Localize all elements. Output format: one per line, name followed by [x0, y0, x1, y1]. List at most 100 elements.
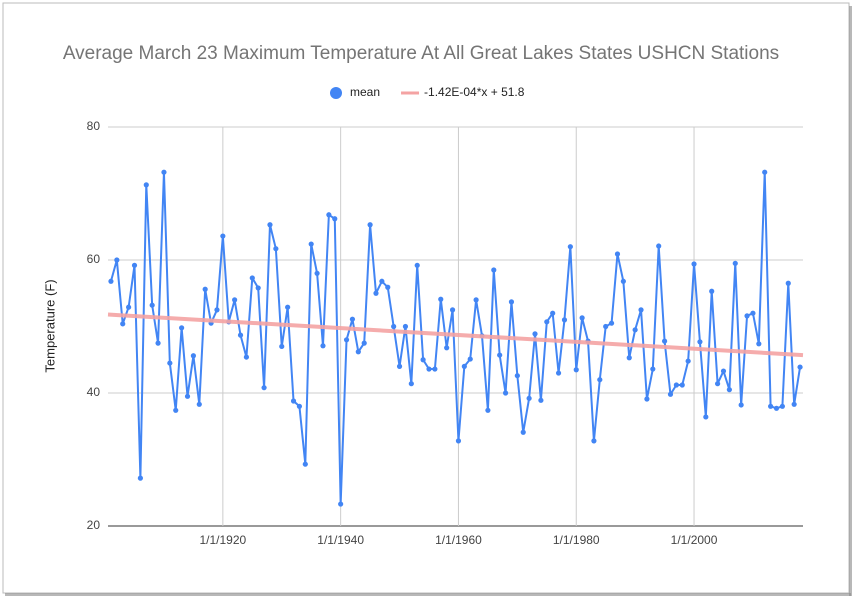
data-point — [726, 387, 732, 393]
data-point — [608, 320, 615, 326]
data-point — [650, 366, 656, 372]
data-point — [385, 284, 391, 290]
data-point — [785, 280, 791, 286]
data-point — [249, 275, 255, 281]
data-point — [438, 296, 444, 302]
legend-swatch — [330, 87, 342, 99]
data-point — [720, 368, 727, 374]
data-point — [320, 343, 326, 349]
data-point — [620, 278, 626, 284]
data-point — [756, 341, 762, 347]
y-tick-label: 20 — [87, 518, 101, 532]
data-point — [779, 403, 785, 409]
data-point — [768, 403, 774, 409]
data-point — [679, 382, 685, 388]
data-point — [773, 405, 780, 411]
data-point — [567, 244, 573, 250]
data-point — [597, 377, 603, 383]
x-tick-label: 1/1/1980 — [553, 533, 600, 547]
data-point — [302, 461, 308, 467]
data-point — [638, 307, 644, 313]
data-point — [267, 222, 273, 228]
data-point — [143, 182, 149, 188]
data-point — [632, 327, 638, 333]
data-point — [120, 321, 126, 327]
data-point — [408, 381, 414, 387]
data-point — [550, 310, 556, 316]
data-point — [261, 385, 267, 391]
data-point — [703, 414, 709, 420]
data-point — [526, 395, 532, 401]
data-point — [473, 297, 479, 303]
data-point — [791, 401, 797, 407]
data-point — [532, 331, 538, 337]
data-point — [114, 257, 120, 263]
card-shadow — [5, 593, 851, 596]
y-tick-label: 60 — [87, 252, 101, 266]
card-shadow — [849, 6, 852, 596]
data-point — [173, 407, 179, 413]
data-point — [255, 285, 261, 291]
y-tick-label: 80 — [87, 119, 101, 133]
data-point — [243, 354, 250, 360]
data-point — [155, 340, 161, 346]
data-point — [732, 260, 738, 266]
y-tick-label: 40 — [87, 385, 101, 399]
data-point — [697, 339, 703, 345]
chart-title: Average March 23 Maximum Temperature At … — [63, 43, 779, 64]
data-point — [432, 366, 438, 372]
data-point — [214, 307, 220, 313]
y-axis-label: Temperature (F) — [42, 279, 57, 372]
x-tick-label: 1/1/1960 — [435, 533, 482, 547]
x-tick-label: 1/1/2000 — [671, 533, 718, 547]
data-point — [279, 343, 285, 350]
data-point — [137, 475, 143, 481]
data-point — [449, 307, 456, 313]
data-point — [661, 338, 668, 344]
data-point — [190, 353, 197, 359]
data-point — [738, 402, 744, 408]
data-point — [685, 358, 691, 364]
data-point — [273, 246, 279, 252]
data-point — [603, 323, 609, 330]
data-point — [714, 381, 721, 387]
data-point — [367, 222, 373, 228]
data-point — [361, 340, 367, 346]
data-point — [579, 315, 585, 321]
data-point — [626, 355, 632, 361]
data-point — [709, 288, 715, 294]
data-point — [108, 278, 114, 284]
data-point — [373, 290, 379, 296]
data-point — [161, 169, 167, 175]
data-point — [591, 438, 597, 444]
series-line — [109, 171, 802, 506]
data-point — [467, 356, 473, 362]
data-point — [396, 363, 403, 369]
data-point — [414, 262, 420, 268]
legend-label: -1.42E-04*x + 51.8 — [424, 85, 525, 99]
data-point — [220, 233, 226, 239]
data-point — [196, 401, 202, 407]
data-point — [461, 363, 467, 369]
trend-line — [107, 312, 804, 358]
data-point — [290, 398, 297, 404]
data-point — [491, 267, 497, 273]
data-point — [744, 313, 750, 319]
data-point — [691, 261, 697, 267]
data-point — [485, 407, 491, 413]
data-point — [502, 390, 509, 396]
data-point — [379, 278, 385, 284]
data-point — [179, 325, 185, 331]
data-point — [285, 304, 291, 310]
data-point — [673, 382, 679, 388]
data-point — [520, 429, 526, 435]
data-point — [555, 370, 562, 376]
data-point — [202, 286, 208, 292]
data-point — [573, 367, 579, 373]
data-point — [332, 216, 338, 222]
data-point — [508, 299, 515, 305]
data-point — [149, 302, 155, 308]
data-point — [497, 352, 503, 358]
data-point — [391, 323, 397, 330]
